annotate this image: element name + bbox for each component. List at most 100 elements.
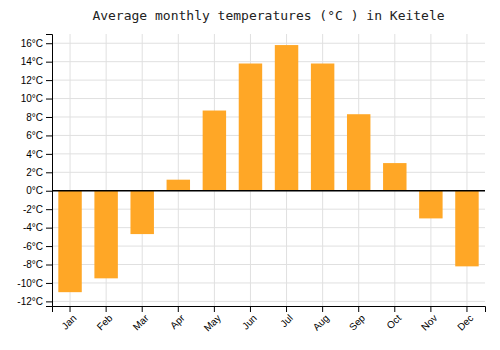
- zero-line: [52, 190, 485, 192]
- y-tick-label: -12°C: [17, 296, 43, 307]
- y-tick-label: -10°C: [17, 278, 43, 289]
- y-tick: -4°C: [23, 222, 52, 233]
- bar: [311, 64, 334, 191]
- x-tick-mark: [250, 306, 251, 312]
- x-tick: Sep: [347, 306, 368, 333]
- bar: [94, 191, 117, 279]
- grid-line: [52, 301, 485, 302]
- grid-line: [52, 80, 485, 81]
- grid: [52, 34, 485, 306]
- y-tick-mark: [46, 80, 52, 81]
- x-tick-label: Jan: [59, 312, 78, 331]
- plot: -12°C -10°C -8°C -6°C -4°C -2°C 0°C 2°C 4°C 6°C 8°…: [17, 34, 485, 334]
- y-tick-label: 10°C: [21, 93, 43, 104]
- x-tick-mark: [214, 306, 215, 312]
- y-tick-label: -6°C: [23, 241, 43, 252]
- y-tick-label: 12°C: [21, 75, 43, 86]
- y-tick: 6°C: [26, 130, 52, 141]
- x-tick-mark: [394, 306, 395, 312]
- bar: [455, 191, 478, 267]
- y-tick-label: -2°C: [23, 204, 43, 215]
- x-tick-label: Feb: [95, 312, 115, 332]
- y-tick: -6°C: [23, 241, 52, 252]
- grid-line: [178, 34, 179, 306]
- y-tick-label: -4°C: [23, 222, 43, 233]
- x-tick-mark: [466, 306, 467, 312]
- y-tick: 4°C: [26, 149, 52, 160]
- bar: [419, 191, 442, 219]
- x-tick: Jan: [59, 306, 78, 332]
- y-tick-label: 14°C: [21, 56, 43, 67]
- x-tick-mark: [286, 306, 287, 312]
- grid-line: [430, 34, 431, 306]
- y-tick: -12°C: [17, 296, 52, 307]
- bar: [347, 114, 370, 191]
- y-tick-mark: [46, 135, 52, 136]
- y-tick: 0°C: [26, 185, 52, 196]
- grid-line: [52, 43, 485, 44]
- y-tick-mark: [46, 172, 52, 173]
- grid-line: [52, 153, 485, 154]
- x-axis-line: [53, 307, 486, 313]
- y-tick: 10°C: [21, 93, 52, 104]
- y-tick-mark: [46, 209, 52, 210]
- y-tick-mark: [46, 62, 52, 63]
- y-axis: -12°C -10°C -8°C -6°C -4°C -2°C 0°C 2°C 4°C 6°C 8°…: [17, 35, 52, 308]
- y-tick-label: 4°C: [26, 149, 43, 160]
- y-tick: 2°C: [26, 167, 52, 178]
- x-tick: Aug: [311, 306, 331, 333]
- x-tick-label: Dec: [455, 312, 475, 332]
- title: Average monthly temperatures (°C ) in Ke…: [92, 8, 444, 23]
- grid-line: [52, 190, 485, 191]
- x-axis: JanFebMarAprMayJunJulAugSepOctNovDec: [53, 306, 486, 334]
- x-tick-label: May: [202, 312, 223, 333]
- x-tick: Jul: [278, 306, 295, 329]
- x-tick: Feb: [95, 306, 115, 332]
- bar: [58, 191, 81, 292]
- y-tick-mark: [46, 265, 52, 266]
- y-tick-label: 2°C: [26, 167, 43, 178]
- x-tick-label: Jul: [278, 312, 295, 329]
- y-tick-mark: [46, 154, 52, 155]
- x-tick: Jun: [240, 306, 259, 332]
- grid-line: [52, 98, 485, 99]
- x-tick-mark: [358, 306, 359, 312]
- x-tick-label: Aug: [311, 312, 331, 332]
- grid-line: [52, 116, 485, 117]
- x-tick-label: Sep: [347, 312, 368, 333]
- y-tick: -10°C: [17, 278, 52, 289]
- y-tick-label: -8°C: [23, 259, 43, 270]
- x-tick-label: Mar: [131, 312, 151, 332]
- x-tick-mark: [142, 306, 143, 312]
- bar: [383, 163, 406, 191]
- x-tick: Dec: [455, 306, 475, 333]
- bar: [167, 180, 190, 191]
- y-tick-mark: [46, 43, 52, 44]
- grid-line: [142, 34, 143, 306]
- grid-line: [52, 61, 485, 62]
- y-tick: 8°C: [26, 112, 52, 123]
- x-tick: May: [202, 306, 223, 334]
- bar: [239, 64, 262, 191]
- x-tick-label: Oct: [384, 312, 403, 331]
- x-tick: Apr: [168, 306, 187, 331]
- bar: [130, 191, 153, 234]
- y-tick-mark: [46, 99, 52, 100]
- x-tick-mark: [322, 306, 323, 312]
- y-tick: 14°C: [21, 56, 52, 67]
- bar: [275, 45, 298, 191]
- y-tick-mark: [46, 117, 52, 118]
- y-tick: -8°C: [23, 259, 52, 270]
- x-tick-mark: [106, 306, 107, 312]
- chart: -12°C -10°C -8°C -6°C -4°C -2°C 0°C 2°C 4°C 6°C 8°…: [0, 0, 500, 350]
- y-tick: -2°C: [23, 204, 52, 215]
- y-tick-mark: [46, 283, 52, 284]
- y-tick-mark: [46, 191, 52, 192]
- x-tick-mark: [430, 306, 431, 312]
- y-tick: 16°C: [21, 38, 52, 49]
- y-tick-label: 8°C: [26, 112, 43, 123]
- grid-line: [52, 172, 485, 173]
- x-tick-mark: [178, 306, 179, 312]
- x-tick-label: Apr: [168, 312, 187, 331]
- y-tick: 12°C: [21, 75, 52, 86]
